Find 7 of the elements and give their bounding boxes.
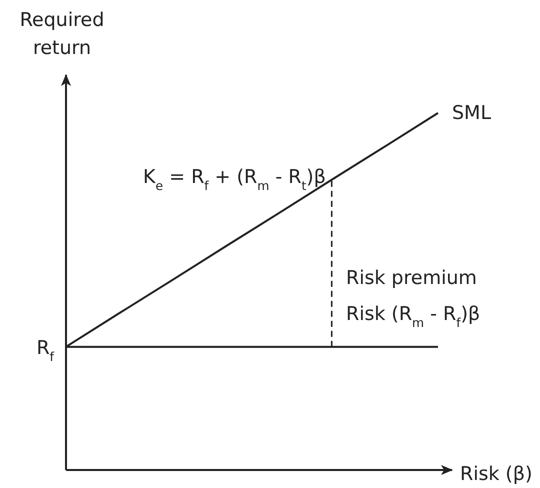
y-axis-title: Required return (20, 9, 104, 59)
x-axis-title: Risk (β) (460, 463, 532, 485)
annotation: Risk (R$_{m}$ - R$_{f}$)β (346, 303, 480, 330)
annotation: Risk premium (346, 267, 477, 289)
text: R$_{f}$ (36, 336, 55, 364)
text: K$_{e}$ = R$_{f}$ + (R$_{m}$ - R$_{t}$)β (143, 166, 326, 193)
series-label: SML (452, 102, 492, 124)
